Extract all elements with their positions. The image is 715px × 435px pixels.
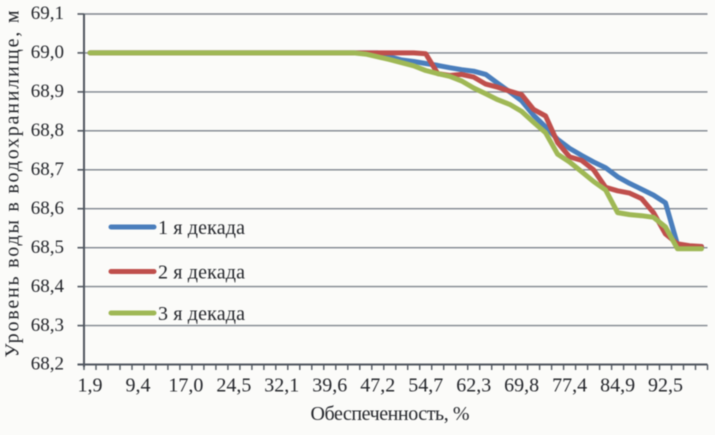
svg-text:3 я декада: 3 я декада — [158, 303, 245, 325]
svg-text:39,6: 39,6 — [312, 375, 347, 397]
svg-text:2 я декада: 2 я декада — [158, 262, 245, 284]
svg-text:32,1: 32,1 — [264, 375, 299, 397]
svg-text:17,0: 17,0 — [168, 375, 203, 397]
svg-text:Обеспеченность, %: Обеспеченность, % — [311, 403, 470, 425]
svg-text:68,3: 68,3 — [31, 315, 64, 336]
svg-text:69,0: 69,0 — [31, 42, 64, 63]
svg-text:68,9: 68,9 — [31, 81, 64, 102]
svg-text:9,4: 9,4 — [126, 375, 151, 397]
svg-text:68,4: 68,4 — [31, 276, 65, 297]
svg-text:68,2: 68,2 — [31, 354, 64, 375]
svg-text:69,8: 69,8 — [504, 375, 539, 397]
svg-text:47,2: 47,2 — [360, 375, 395, 397]
svg-text:24,5: 24,5 — [216, 375, 251, 397]
svg-text:62,3: 62,3 — [456, 375, 491, 397]
svg-text:84,9: 84,9 — [600, 375, 635, 397]
svg-text:68,5: 68,5 — [31, 237, 64, 258]
svg-text:68,8: 68,8 — [31, 120, 64, 141]
svg-text:54,7: 54,7 — [408, 375, 443, 397]
svg-text:68,7: 68,7 — [31, 159, 64, 180]
svg-text:92,5: 92,5 — [648, 375, 683, 397]
svg-text:77,4: 77,4 — [552, 375, 587, 397]
svg-text:1 я декада: 1 я декада — [158, 217, 245, 239]
svg-text:1,9: 1,9 — [78, 375, 103, 397]
svg-text:69,1: 69,1 — [31, 3, 64, 24]
svg-text:68,6: 68,6 — [31, 198, 64, 219]
